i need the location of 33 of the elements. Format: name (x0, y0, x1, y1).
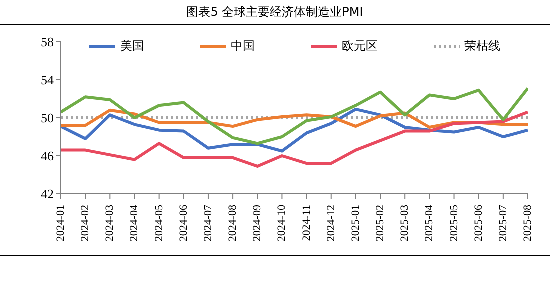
y-tick-label: 42 (41, 186, 54, 202)
x-tick-label: 2024-01 (55, 205, 67, 242)
y-tick-label: 58 (41, 34, 54, 50)
legend-label: 美国 (120, 38, 144, 55)
line-series (61, 110, 528, 168)
x-tick-label: 2024-05 (153, 204, 166, 242)
legend-label: 欧元区 (342, 38, 378, 55)
x-tick-label: 2025-02 (374, 205, 387, 242)
x-tick-label: 2024-10 (276, 204, 288, 242)
y-tick-label: 50 (41, 110, 54, 126)
x-tick-label: 2024-03 (104, 204, 116, 242)
x-tick-label: 2025-07 (497, 204, 510, 242)
x-tick-label: 2024-08 (227, 204, 240, 242)
x-tick-label: 2024-06 (178, 204, 190, 242)
y-tick-label: 54 (41, 72, 54, 88)
legend-label: 中国 (231, 38, 256, 55)
x-tick-label: 2024-11 (300, 205, 313, 242)
x-tick-label: 2024-09 (252, 204, 264, 242)
x-tick-label: 2024-02 (80, 205, 92, 242)
x-tick-label: 2025-08 (522, 204, 534, 242)
y-tick-label: 46 (41, 148, 54, 164)
x-tick-label: 2025-06 (472, 204, 485, 242)
x-tick-label: 2025-03 (399, 204, 412, 242)
legend-label: 荣枯线 (464, 38, 501, 55)
x-tick-label: 2024-04 (128, 204, 141, 242)
x-tick-label: 2024-12 (325, 205, 338, 242)
line-series (61, 108, 528, 153)
x-tick-label: 2025-04 (424, 204, 436, 242)
x-tick-label: 2025-01 (350, 205, 362, 242)
x-tick-label: 2024-07 (202, 204, 214, 242)
x-tick-label: 2025-05 (448, 204, 460, 242)
line-series (61, 87, 528, 146)
chart-title: 图表5 全球主要经济体制造业PMI (0, 0, 550, 25)
